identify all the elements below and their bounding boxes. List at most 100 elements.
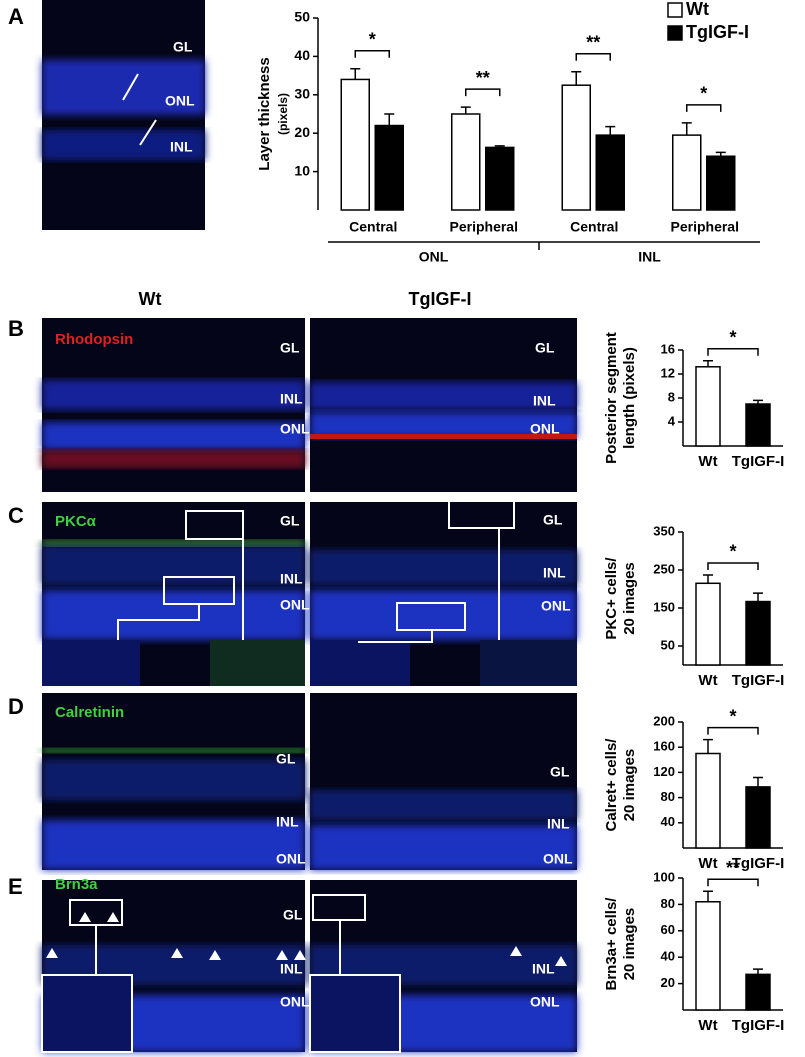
layer-label: INL bbox=[532, 961, 555, 977]
group-label: ONL bbox=[419, 249, 449, 265]
panel-label: D bbox=[8, 694, 24, 719]
error-bar bbox=[384, 113, 395, 126]
legend-label: Wt bbox=[686, 0, 709, 19]
x-tick-label: Central bbox=[570, 219, 618, 235]
y-tick-label: 40 bbox=[661, 814, 675, 829]
y-axis-label: length (pixels) bbox=[621, 347, 638, 449]
y-tick-label: 80 bbox=[661, 896, 675, 911]
x-tick-label: Peripheral bbox=[450, 219, 518, 235]
significance-bracket bbox=[465, 88, 501, 97]
layer-label: ONL bbox=[280, 994, 310, 1010]
error-bar bbox=[703, 360, 713, 367]
layer-label: GL bbox=[280, 340, 300, 356]
error-bar bbox=[605, 125, 616, 136]
significance-bracket bbox=[686, 104, 722, 112]
y-axis-label: 20 images bbox=[621, 562, 638, 635]
layer-label: ONL bbox=[530, 994, 560, 1010]
significance-bracket bbox=[707, 562, 759, 570]
error-bar bbox=[753, 776, 763, 787]
y-tick-label: 16 bbox=[661, 341, 675, 356]
layer-label: ONL bbox=[541, 598, 571, 614]
y-tick-label: 50 bbox=[661, 637, 675, 652]
error-bar bbox=[350, 67, 361, 80]
layer-label: ONL bbox=[276, 851, 306, 867]
significance-bracket bbox=[354, 49, 390, 58]
legend-swatch bbox=[667, 2, 683, 18]
bar bbox=[561, 84, 591, 211]
x-tick-label: Wt bbox=[698, 1017, 717, 1034]
y-tick-label: 10 bbox=[294, 162, 310, 178]
y-axis-label: PKC+ cells/ bbox=[603, 557, 620, 640]
layer-label: GL bbox=[276, 751, 296, 767]
bar bbox=[695, 752, 721, 849]
layer-label: GL bbox=[535, 340, 555, 356]
layer-label: INL bbox=[280, 961, 303, 977]
layer-label: ONL bbox=[543, 851, 573, 867]
layer-label: INL bbox=[543, 565, 566, 581]
stain-label: Calretinin bbox=[55, 704, 124, 721]
y-tick-label: 8 bbox=[668, 389, 675, 404]
significance-label: * bbox=[700, 84, 707, 104]
group-label: INL bbox=[638, 249, 661, 265]
significance-label: ** bbox=[726, 858, 740, 878]
bar bbox=[695, 582, 721, 666]
y-tick-label: 80 bbox=[661, 789, 675, 804]
y-tick-label: 40 bbox=[294, 47, 310, 63]
y-tick-label: 12 bbox=[661, 365, 675, 380]
legend-label: TgIGF-I bbox=[686, 22, 749, 42]
panel-label: E bbox=[8, 874, 23, 899]
layer-label: GL bbox=[543, 512, 563, 528]
bar bbox=[695, 901, 721, 1011]
x-tick-label: TgIGF-I bbox=[732, 1017, 785, 1034]
y-axis-label: 20 images bbox=[621, 749, 638, 822]
y-tick-label: 250 bbox=[653, 561, 675, 576]
bar bbox=[745, 786, 771, 849]
significance-label: * bbox=[729, 706, 736, 726]
y-tick-label: 150 bbox=[653, 599, 675, 614]
x-tick-label: Peripheral bbox=[671, 219, 739, 235]
bar bbox=[374, 124, 404, 211]
y-tick-label: 200 bbox=[653, 713, 675, 728]
x-tick-label: Wt bbox=[698, 672, 717, 689]
error-bar bbox=[681, 122, 692, 136]
y-axis-label: Brn3a+ cells/ bbox=[603, 897, 620, 991]
x-tick-label: Wt bbox=[698, 453, 717, 470]
error-bar bbox=[703, 738, 713, 754]
layer-label: ONL bbox=[530, 421, 560, 437]
significance-label: * bbox=[729, 328, 736, 348]
panel-label: B bbox=[8, 316, 24, 341]
layer-label: INL bbox=[170, 139, 193, 155]
y-tick-label: 20 bbox=[294, 124, 310, 140]
significance-label: ** bbox=[476, 68, 490, 88]
layer-label: GL bbox=[173, 39, 193, 55]
bar bbox=[340, 78, 370, 211]
layer-label: INL bbox=[533, 393, 556, 409]
stain-label: Rhodopsin bbox=[55, 331, 133, 348]
y-tick-label: 160 bbox=[653, 739, 675, 754]
bar bbox=[451, 113, 481, 211]
stain-label: PKCα bbox=[55, 513, 97, 530]
layer-label: GL bbox=[283, 907, 303, 923]
significance-bracket bbox=[707, 348, 759, 356]
error-bar bbox=[753, 592, 763, 602]
y-tick-label: 60 bbox=[661, 922, 675, 937]
error-bar bbox=[494, 145, 505, 148]
column-header: TgIGF-I bbox=[409, 289, 472, 309]
error-bar bbox=[571, 71, 582, 86]
y-tick-label: 50 bbox=[294, 9, 310, 25]
image-labels: GL ONL INL GL INL ONL GL INL ONL GL INL ONL GL INL ONL… bbox=[165, 39, 573, 1010]
error-bar bbox=[753, 968, 763, 975]
y-axis-label: 20 images bbox=[621, 908, 638, 981]
x-tick-label: Central bbox=[349, 219, 397, 235]
stain-label: Brn3a bbox=[55, 876, 98, 893]
x-tick-label: TgIGF-I bbox=[732, 672, 785, 689]
layer-label: INL bbox=[276, 814, 299, 830]
error-bar bbox=[703, 890, 713, 902]
bar bbox=[672, 134, 702, 211]
error-bar bbox=[753, 399, 763, 404]
legend-swatch bbox=[667, 25, 683, 41]
y-tick-label: 120 bbox=[653, 764, 675, 779]
significance-label: * bbox=[729, 542, 736, 562]
